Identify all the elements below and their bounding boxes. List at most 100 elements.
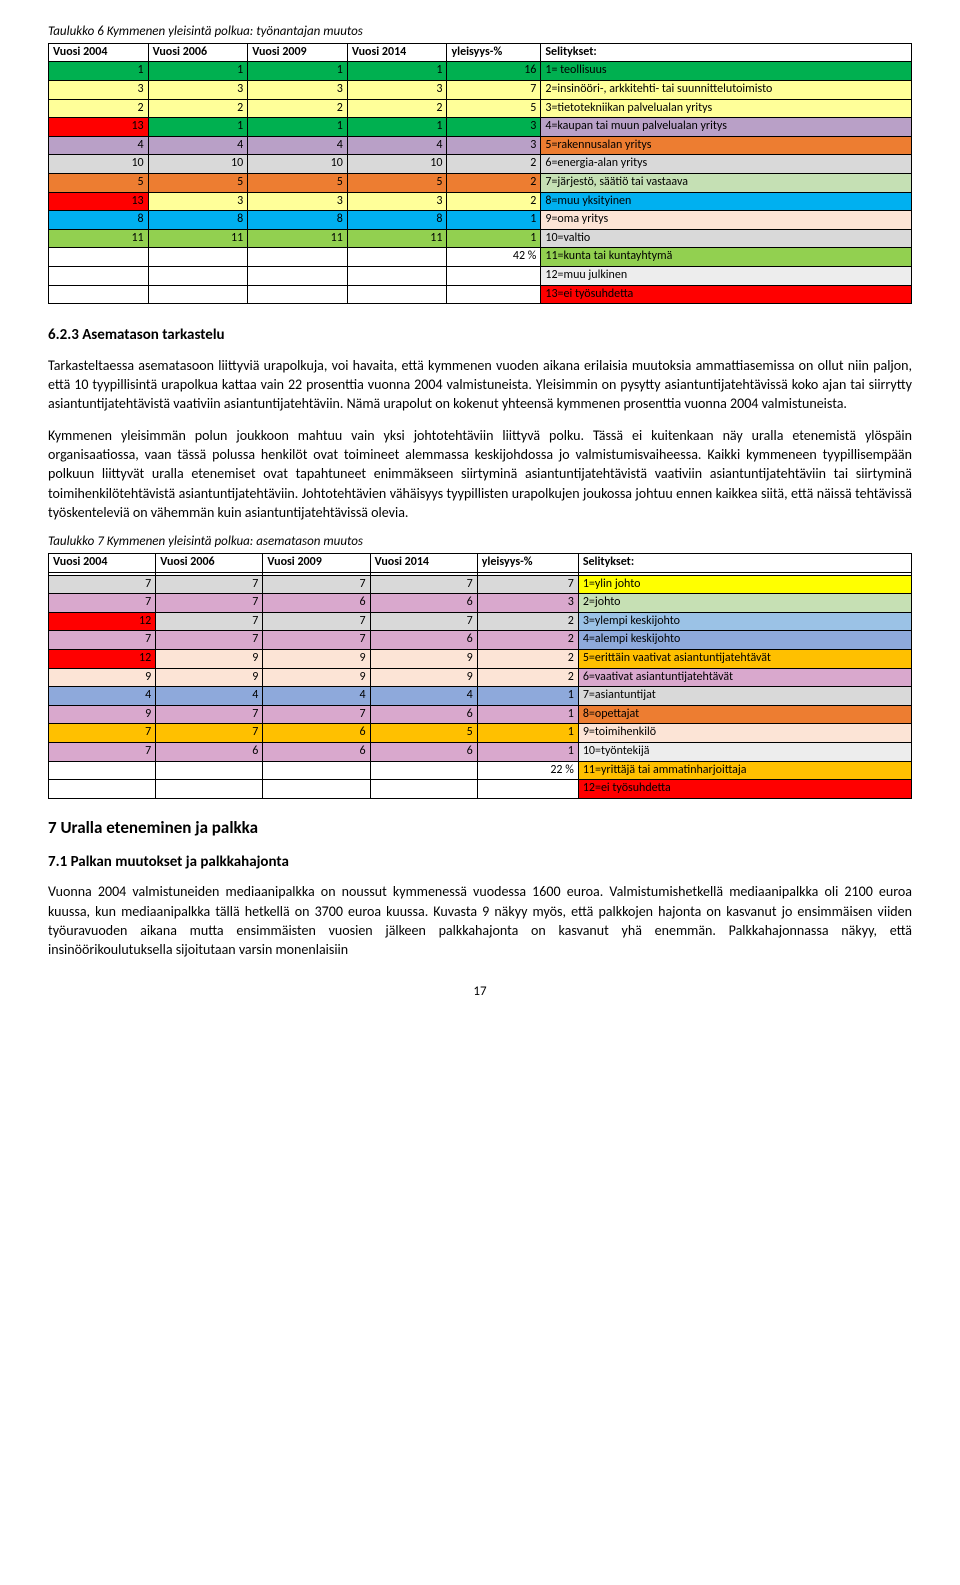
table-cell: 9 [370,668,477,687]
table-row: 13=ei työsuhdetta [49,285,912,304]
legend-cell: 8=opettajat [578,705,911,724]
table-cell: 7 [263,631,370,650]
table-cell: 7 [156,631,263,650]
table-cell: 6 [370,594,477,613]
table-cell: 7 [49,724,156,743]
table-row: 977618=opettajat [49,705,912,724]
table-cell: 2 [148,99,248,118]
legend-cell: 6=energia-alan yritys [541,155,912,174]
table-cell: 8 [148,211,248,230]
legend-cell: 7=järjestö, säätiö tai vastaava [541,174,912,193]
table-cell: 42 % [447,248,541,267]
table-cell: 5 [370,724,477,743]
table-cell: 7 [49,575,156,594]
table-cell [148,267,248,286]
table-row: 1010101026=energia-alan yritys [49,155,912,174]
table-row: 777624=alempi keskijohto [49,631,912,650]
table-cell: 11 [347,229,447,248]
table6-title: Taulukko 6 Kymmenen yleisintä polkua: ty… [48,24,912,41]
table7: Vuosi 2004 Vuosi 2006 Vuosi 2009 Vuosi 2… [48,553,912,799]
table-cell: 9 [49,668,156,687]
table-cell: 8 [248,211,348,230]
table-cell: 7 [49,631,156,650]
table7-header: Vuosi 2009 [263,554,370,573]
table-cell [447,267,541,286]
table-cell [49,248,149,267]
table6: Vuosi 2004 Vuosi 2006 Vuosi 2009 Vuosi 2… [48,43,912,304]
table-cell [49,285,149,304]
table-cell: 7 [370,612,477,631]
section-7-1-para: Vuonna 2004 valmistuneiden mediaanipalkk… [48,882,912,959]
table-cell: 4 [263,687,370,706]
table-row: 444435=rakennusalan yritys [49,136,912,155]
table-cell [347,248,447,267]
table-row: 777771=ylin johto [49,575,912,594]
legend-cell: 7=asiantuntijat [578,687,911,706]
table-cell: 10 [49,155,149,174]
legend-cell: 11=yrittäjä tai ammatinharjoittaja [578,761,911,780]
table-cell: 7 [156,612,263,631]
table-cell: 5 [248,174,348,193]
table7-header-row: Vuosi 2004 Vuosi 2006 Vuosi 2009 Vuosi 2… [49,554,912,573]
table-row: 1277723=ylempi keskijohto [49,612,912,631]
legend-cell: 9=oma yritys [541,211,912,230]
table-cell: 10 [148,155,248,174]
legend-cell: 1= teollisuus [541,62,912,81]
table-cell: 1 [477,705,578,724]
table-row: 1333328=muu yksityinen [49,192,912,211]
table-cell: 7 [156,594,263,613]
table-cell: 1 [447,211,541,230]
table-cell [156,780,263,799]
table-row: 555527=järjestö, säätiö tai vastaava [49,174,912,193]
table-cell: 1 [248,118,348,137]
table-cell: 7 [370,575,477,594]
table-cell: 7 [477,575,578,594]
table-cell: 11 [248,229,348,248]
table-cell: 3 [347,81,447,100]
legend-cell: 10=työntekijä [578,743,911,762]
table-cell: 12 [49,650,156,669]
table-row: 776519=toimihenkilö [49,724,912,743]
table-row: 22 %11=yrittäjä tai ammatinharjoittaja [49,761,912,780]
table-cell: 3 [148,192,248,211]
table-cell: 2 [49,99,149,118]
table-cell [148,248,248,267]
page-number: 17 [48,984,912,1001]
table-row: 7666110=työntekijä [49,743,912,762]
table-cell: 2 [477,631,578,650]
table-cell: 3 [447,136,541,155]
legend-cell: 5=rakennusalan yritys [541,136,912,155]
legend-cell: 9=toimihenkilö [578,724,911,743]
legend-cell: 13=ei työsuhdetta [541,285,912,304]
table-cell [156,761,263,780]
table-cell: 1 [148,118,248,137]
legend-cell: 6=vaativat asiantuntijatehtävät [578,668,911,687]
table-cell: 9 [370,650,477,669]
table-row: 1311134=kaupan tai muun palvelualan yrit… [49,118,912,137]
table-cell: 9 [263,650,370,669]
table-row: 1111161= teollisuus [49,62,912,81]
table-cell: 1 [477,687,578,706]
section-7-1-heading: 7.1 Palkan muutokset ja palkkahajonta [48,853,912,873]
table-cell: 7 [156,705,263,724]
table-cell: 3 [148,81,248,100]
table-cell: 3 [49,81,149,100]
table-cell: 13 [49,118,149,137]
table7-header: Vuosi 2006 [156,554,263,573]
table-cell: 9 [49,705,156,724]
table-row: 12=ei työsuhdetta [49,780,912,799]
table-row: 999926=vaativat asiantuntijatehtävät [49,668,912,687]
table-cell: 1 [148,62,248,81]
table-cell [370,761,477,780]
table-cell: 7 [156,724,263,743]
legend-cell: 11=kunta tai kuntayhtymä [541,248,912,267]
table-cell: 11 [49,229,149,248]
legend-cell: 4=kaupan tai muun palvelualan yritys [541,118,912,137]
table-cell: 10 [347,155,447,174]
legend-cell: 5=erittäin vaativat asiantuntijatehtävät [578,650,911,669]
table-cell: 6 [263,594,370,613]
table-row: 222253=tietotekniikan palvelualan yritys [49,99,912,118]
table-cell: 3 [477,594,578,613]
table-cell [248,267,348,286]
table-row: 888819=oma yritys [49,211,912,230]
